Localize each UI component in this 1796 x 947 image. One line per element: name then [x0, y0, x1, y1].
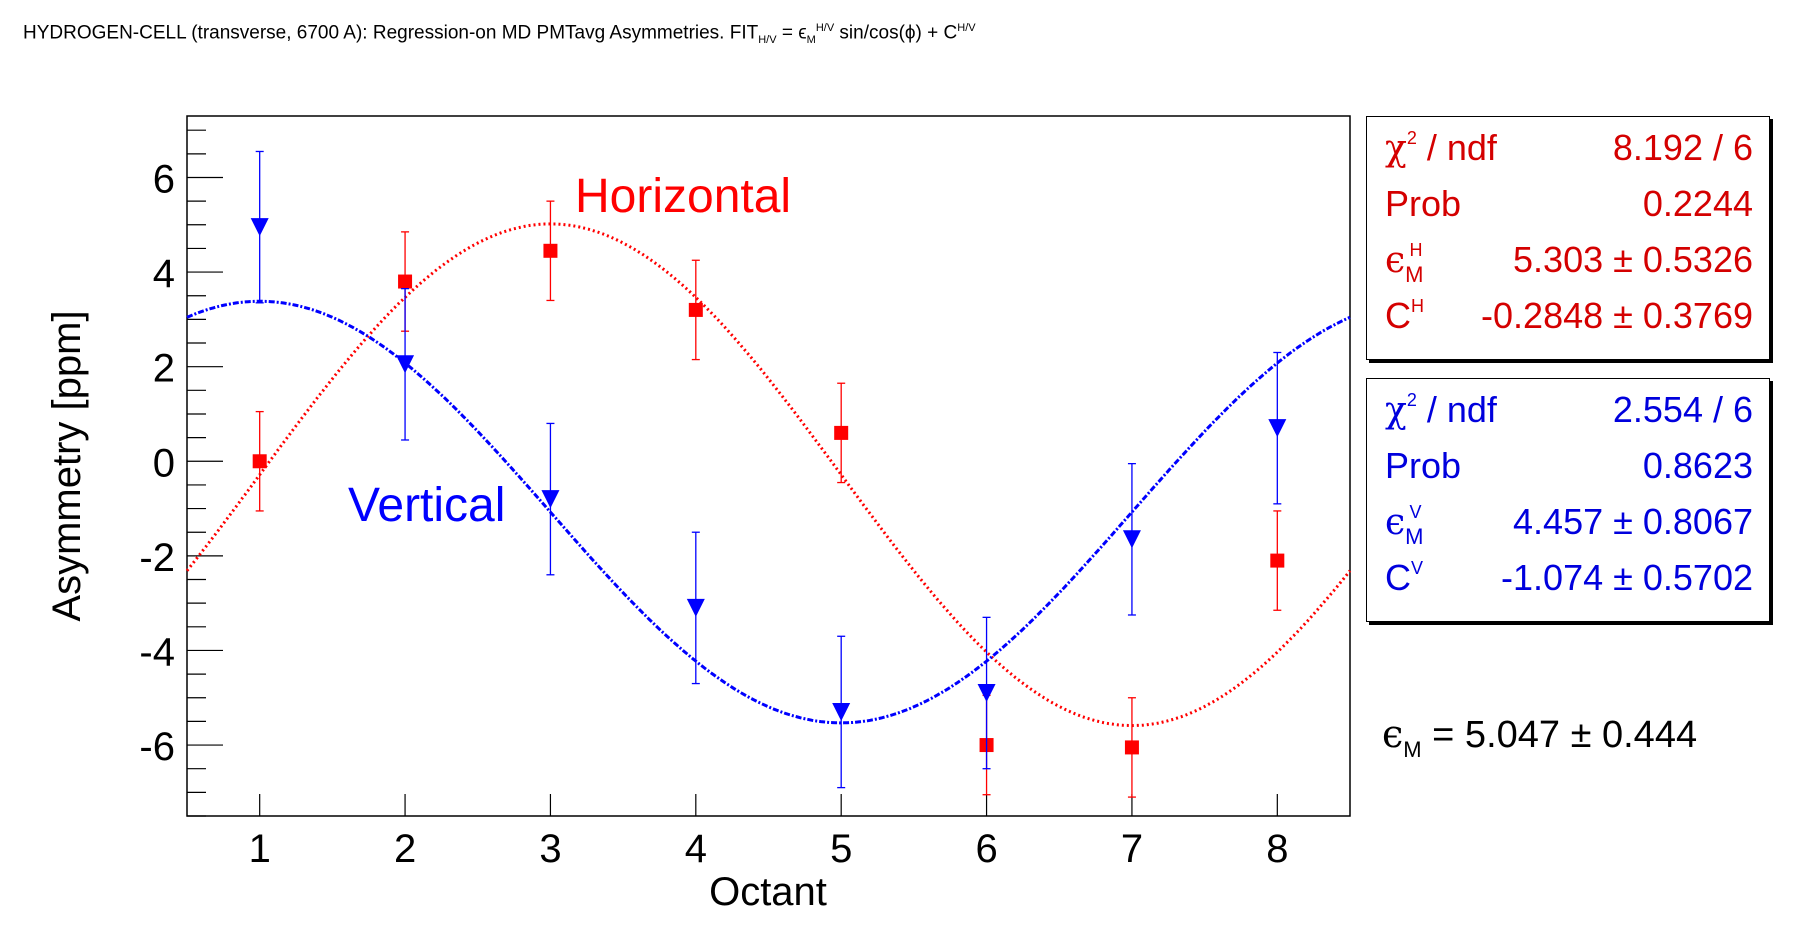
- data-point-vertical: [250, 218, 269, 237]
- data-point-horizontal: [1270, 553, 1285, 568]
- stats-v-chi2-label: χ2 / ndf: [1385, 389, 1497, 431]
- y-tick-label: -2: [139, 536, 175, 580]
- stats-h-prob-row: Prob 0.2244: [1367, 183, 1769, 228]
- title-sub: H/V: [758, 34, 777, 47]
- stats-v-chi2-row: χ2 / ndf 2.554 / 6: [1367, 389, 1769, 434]
- stats-v-c-label: CV: [1385, 557, 1424, 598]
- data-point-horizontal: [1124, 740, 1139, 755]
- title-main: HYDROGEN-CELL (transverse, 6700 A): Regr…: [23, 22, 759, 44]
- x-tick-label: 8: [1266, 827, 1288, 871]
- title-eq: = ϵ: [776, 22, 807, 44]
- y-tick-label: -4: [139, 630, 175, 674]
- title-rest: sin/cos(ϕ) + C: [834, 22, 958, 44]
- stats-h-c-label: CH: [1385, 295, 1424, 336]
- data-points: [250, 150, 1287, 798]
- data-point-vertical: [541, 490, 560, 509]
- stats-v-eps-row: ϵMV 4.457 ± 0.8067: [1367, 501, 1769, 549]
- data-point-vertical: [396, 355, 415, 374]
- x-axis-label: Octant: [709, 870, 827, 914]
- y-tick-label: 2: [153, 347, 175, 391]
- x-tick-label: 3: [539, 827, 561, 871]
- fit-curve-vertical: [186, 299, 1351, 725]
- data-point-horizontal: [543, 243, 558, 258]
- stats-box-horizontal: χ2 / ndf 8.192 / 6 Prob 0.2244 ϵMH 5.303…: [1366, 116, 1770, 360]
- data-point-vertical: [977, 684, 996, 703]
- stats-v-prob-value: 0.8623: [1642, 445, 1753, 486]
- stats-v-c-row: CV -1.074 ± 0.5702: [1367, 557, 1769, 602]
- stats-v-c-value: -1.074 ± 0.5702: [1501, 557, 1753, 598]
- x-tick-label: 1: [249, 827, 271, 871]
- x-tick-label: 6: [975, 827, 997, 871]
- y-axis-label: Asymmetry [ppm]: [45, 310, 89, 621]
- fit-curves: [185, 222, 1352, 728]
- y-tick-label: 0: [153, 441, 175, 485]
- series-label-horizontal: Horizontal: [575, 170, 791, 223]
- fit-curve-horizontal: [185, 222, 1352, 728]
- data-point-vertical: [686, 598, 705, 617]
- data-point-horizontal: [834, 425, 849, 440]
- combined-result: ϵM = 5.047 ± 0.444: [1382, 712, 1698, 762]
- stats-h-eps-value: 5.303 ± 0.5326: [1513, 239, 1753, 280]
- stats-v-eps-value: 4.457 ± 0.8067: [1513, 501, 1753, 542]
- y-tick-label: 4: [153, 252, 175, 296]
- plot-frame: [186, 115, 1351, 817]
- data-point-horizontal: [688, 302, 703, 317]
- chart-title: HYDROGEN-CELL (transverse, 6700 A): Regr…: [23, 22, 976, 46]
- stats-h-chi2-row: χ2 / ndf 8.192 / 6: [1367, 127, 1769, 172]
- axes: 1 2 3 4 5 6 7 8 -6 -4 -2 0 2 4 6: [139, 129, 1288, 871]
- stats-h-prob-label: Prob: [1385, 183, 1462, 224]
- stats-h-eps-label: ϵMH: [1385, 240, 1424, 287]
- stats-h-eps-row: ϵMH 5.303 ± 0.5326: [1367, 239, 1769, 287]
- data-point-horizontal: [252, 454, 267, 469]
- stats-v-chi2-value: 2.554 / 6: [1612, 389, 1753, 430]
- x-tick-label: 5: [830, 827, 852, 871]
- series-label-vertical: Vertical: [348, 479, 505, 532]
- stats-v-prob-row: Prob 0.8623: [1367, 445, 1769, 490]
- stats-h-prob-value: 0.2244: [1642, 183, 1753, 224]
- stats-h-chi2-label: χ2 / ndf: [1385, 127, 1497, 169]
- title-eq-sub: M: [806, 34, 816, 47]
- stats-box-vertical: χ2 / ndf 2.554 / 6 Prob 0.8623 ϵMV 4.457…: [1366, 378, 1770, 622]
- data-point-vertical: [1268, 419, 1287, 438]
- title-c-sup: H/V: [957, 22, 976, 34]
- data-point-horizontal: [398, 274, 413, 289]
- x-tick-label: 2: [394, 827, 416, 871]
- stats-h-c-value: -0.2848 ± 0.3769: [1481, 295, 1753, 336]
- data-point-vertical: [1122, 530, 1141, 549]
- y-tick-label: -6: [139, 725, 175, 769]
- stats-h-chi2-value: 8.192 / 6: [1612, 127, 1753, 168]
- stats-v-prob-label: Prob: [1385, 445, 1462, 486]
- title-eq-sup: H/V: [815, 22, 835, 34]
- stats-v-eps-label: ϵMV: [1385, 502, 1424, 549]
- x-tick-label: 7: [1121, 827, 1143, 871]
- stats-h-c-row: CH -0.2848 ± 0.3769: [1367, 295, 1769, 340]
- x-tick-label: 4: [685, 827, 707, 871]
- y-tick-label: 6: [153, 157, 175, 201]
- data-point-vertical: [832, 702, 851, 721]
